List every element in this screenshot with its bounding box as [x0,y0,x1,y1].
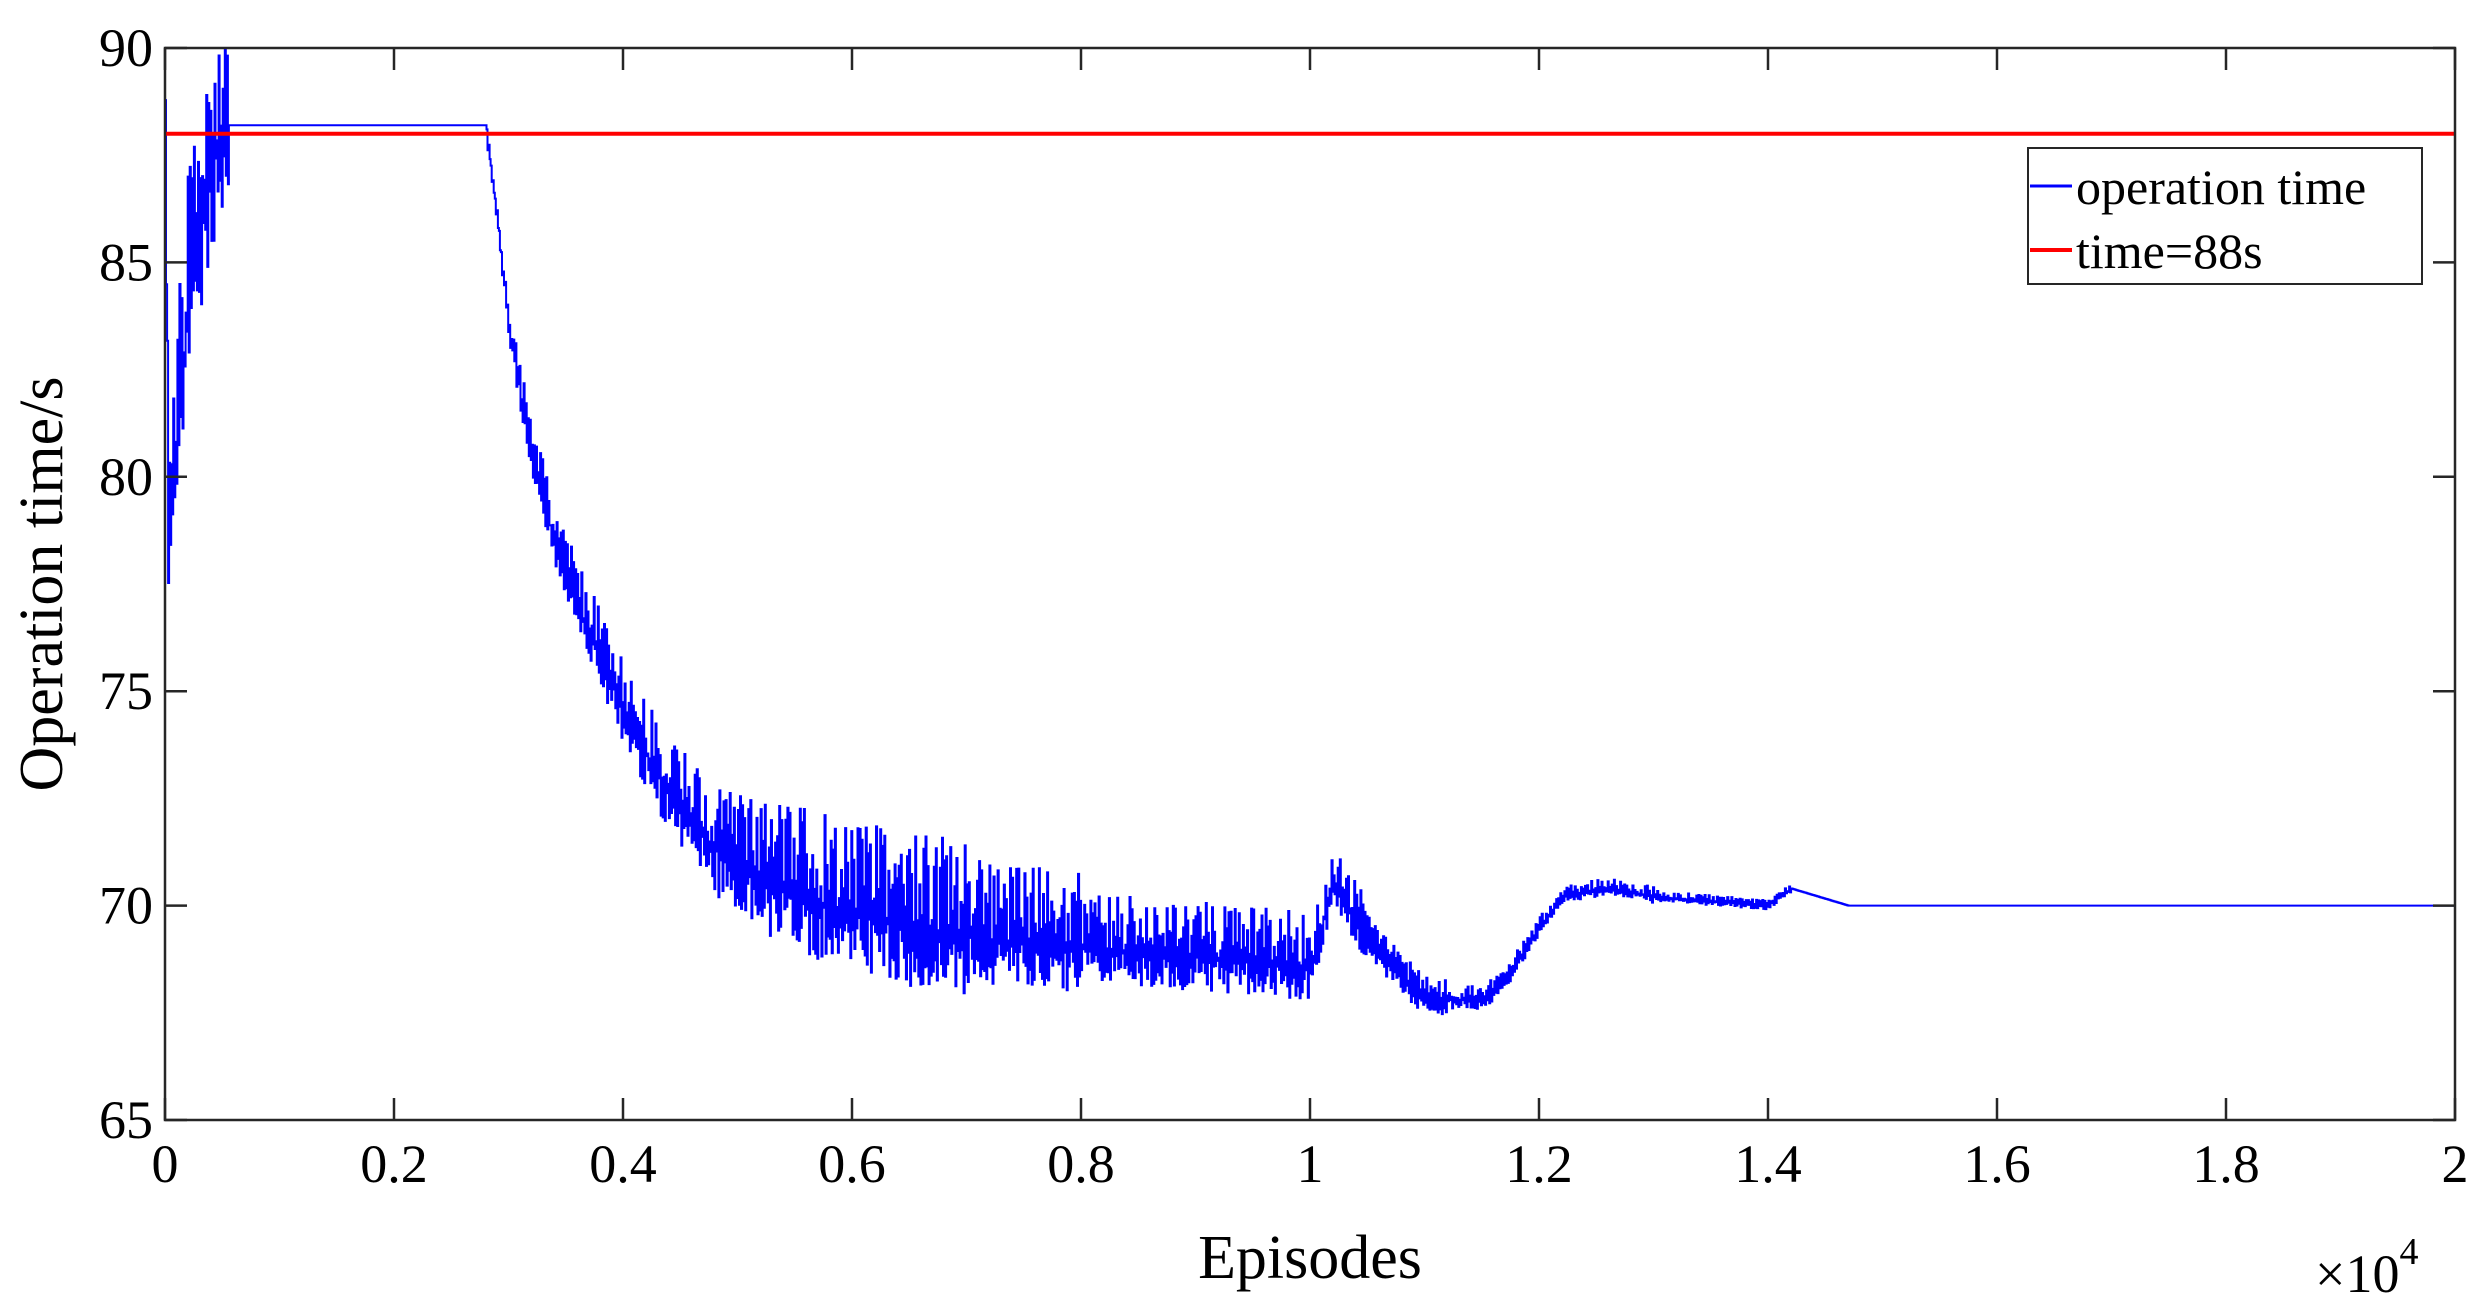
x-multiplier-base: ×10 [2315,1244,2399,1300]
y-tick-label: 65 [99,1090,153,1150]
x-tick-label: 0.4 [589,1134,657,1194]
x-tick-label: 0.6 [818,1134,886,1194]
tick-layer: 0 0.2 0.4 0.6 0.8 1 1.2 1.4 1.6 1.8 2 65 70 75 80 85 90 [99,18,2469,1194]
y-tick-label: 80 [99,447,153,507]
x-tick-label: 2 [2442,1134,2469,1194]
y-tick-label: 70 [99,876,153,936]
x-tick-label: 1.6 [1963,1134,2031,1194]
series-layer [165,48,2455,1016]
x-tick-label: 0.8 [1047,1134,1115,1194]
legend: operation time time=88s [2027,147,2423,285]
y-tick-label: 90 [99,18,153,78]
x-tick-label: 1.2 [1505,1134,1573,1194]
x-tick-label: 0 [152,1134,179,1194]
x-tick-label: 1 [1297,1134,1324,1194]
x-axis-label: Episodes [1198,1224,1422,1292]
x-multiplier: ×104 [2315,1231,2418,1300]
legend-label-time-88s: time=88s [2076,223,2263,279]
x-tick-label: 0.2 [360,1134,428,1194]
series-line-operation-time [165,48,2455,1016]
y-tick-label: 75 [99,661,153,721]
legend-box [2027,147,2423,285]
x-multiplier-exponent: 4 [2399,1231,2418,1273]
y-tick-label: 85 [99,232,153,292]
x-tick-label: 1.8 [2192,1134,2260,1194]
y-axis-label: Operation time/s [8,377,76,792]
legend-label-operation-time: operation time [2076,159,2366,215]
x-tick-label: 1.4 [1734,1134,1802,1194]
